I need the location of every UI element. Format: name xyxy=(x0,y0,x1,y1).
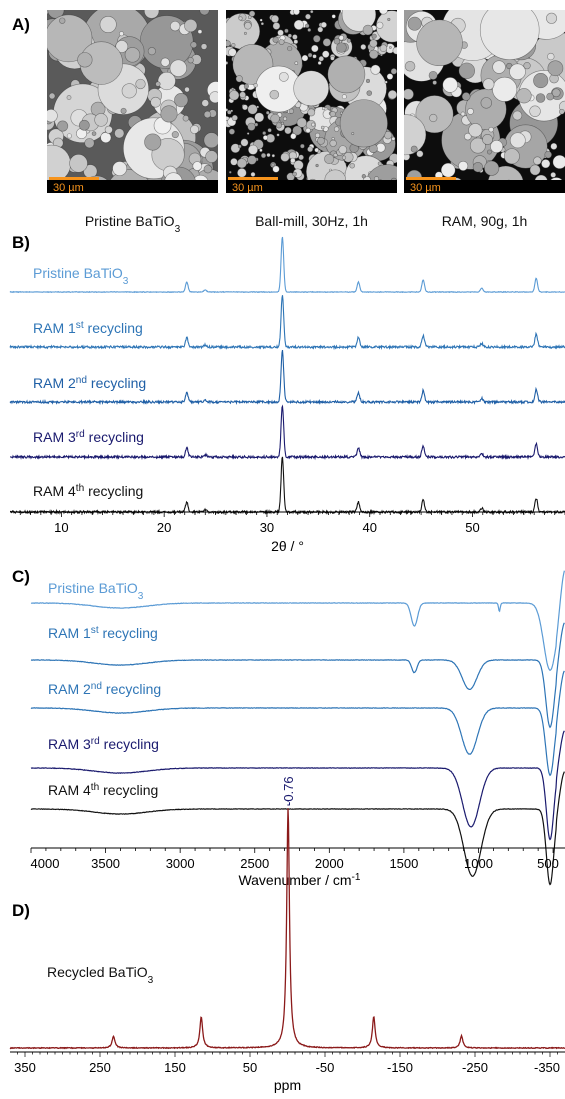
scale-bar-label: 30 µm xyxy=(410,182,441,194)
sem-image-3: 30 µm xyxy=(404,10,565,194)
ir-series-label-4: RAM 3rd recycling xyxy=(48,736,159,753)
scale-bar xyxy=(406,177,456,180)
nmr-tick-label: -50 xyxy=(316,1060,335,1075)
xrd-tick-label: 20 xyxy=(157,520,171,535)
ir-tick-label: 500 xyxy=(537,856,559,871)
scale-bar xyxy=(49,177,99,180)
scale-bar xyxy=(228,177,278,180)
xrd-series-line-2 xyxy=(9,295,565,351)
sem-images: 30 µm 30 µm 30 µm xyxy=(47,10,565,194)
xrd-chart: Pristine BaTiO3 RAM 1st recycling RAM 2nd … xyxy=(9,236,565,554)
ir-series-line-1 xyxy=(30,570,565,672)
ir-tick-label: 2500 xyxy=(240,856,269,871)
ir-tick-label: 3500 xyxy=(91,856,120,871)
xrd-series-line-3 xyxy=(9,349,565,406)
nmr-tick-label: -350 xyxy=(534,1060,560,1075)
nmr-tick-label: 150 xyxy=(164,1060,186,1075)
ir-chart: Pristine BaTiO3 RAM 1st recycling RAM 2nd … xyxy=(30,570,565,889)
nmr-series-line xyxy=(9,808,565,1050)
panel-b-label: B) xyxy=(12,233,30,252)
xrd-tick-label: 50 xyxy=(465,520,479,535)
xrd-series-label-4: RAM 3rd recycling xyxy=(33,429,144,446)
ir-tick-label: 1500 xyxy=(389,856,418,871)
ir-tick-label: 2000 xyxy=(315,856,344,871)
ir-tick-label: 1000 xyxy=(464,856,493,871)
nmr-chart: Recycled BaTiO3 -0.76 350 250 150 50 -50 -150 -2… xyxy=(9,776,565,1093)
ir-series-line-2 xyxy=(30,622,565,729)
xrd-tick-label: 10 xyxy=(54,520,68,535)
xrd-series-label-2: RAM 1st recycling xyxy=(33,320,143,337)
xrd-tick-label: 40 xyxy=(362,520,376,535)
nmr-tick-label: 50 xyxy=(243,1060,257,1075)
ir-series-label-5: RAM 4th recycling xyxy=(48,782,158,799)
nmr-x-axis-label: ppm xyxy=(274,1077,301,1093)
ir-series-label-3: RAM 2nd recycling xyxy=(48,681,161,698)
ir-tick-label: 3000 xyxy=(166,856,195,871)
nmr-tick-label: 250 xyxy=(89,1060,111,1075)
ir-x-axis-label: Wavenumber / cm-1 xyxy=(238,872,360,889)
scale-bar-label: 30 µm xyxy=(53,182,84,194)
ir-series-line-4 xyxy=(30,730,565,841)
xrd-series-label-5: RAM 4th recycling xyxy=(33,483,143,500)
sem-image-2: 30 µm xyxy=(226,10,397,194)
sem-caption-3: RAM, 90g, 1h xyxy=(442,213,528,229)
nmr-tick-label: 350 xyxy=(14,1060,36,1075)
scale-bar-label: 30 µm xyxy=(232,182,263,194)
xrd-series-line-1 xyxy=(9,236,565,294)
ir-tick-label: 4000 xyxy=(31,856,60,871)
nmr-peak-annotation: -0.76 xyxy=(281,776,296,806)
xrd-series-label-3: RAM 2nd recycling xyxy=(33,375,146,392)
xrd-tick-label: 30 xyxy=(260,520,274,535)
ir-series-line-5 xyxy=(30,771,565,886)
sem-caption-1: Pristine BaTiO3 xyxy=(85,213,181,235)
sem-captions: Pristine BaTiO3 Ball-mill, 30Hz, 1h RAM, 9… xyxy=(85,213,527,235)
ir-series-label-2: RAM 1st recycling xyxy=(48,625,158,642)
xrd-series-label-1: Pristine BaTiO3 xyxy=(33,265,129,287)
panel-c-label: C) xyxy=(12,567,30,586)
xrd-x-axis-label: 2θ / ° xyxy=(271,538,304,554)
nmr-series-label: Recycled BaTiO3 xyxy=(47,964,154,986)
panel-a-label: A) xyxy=(12,15,30,34)
sem-caption-2: Ball-mill, 30Hz, 1h xyxy=(255,213,368,229)
sem-image-1: 30 µm xyxy=(47,10,218,194)
ir-series-line-3 xyxy=(30,670,565,777)
ir-series-label-1: Pristine BaTiO3 xyxy=(48,580,144,602)
xrd-series-line-4 xyxy=(10,404,565,461)
nmr-tick-label: -250 xyxy=(462,1060,488,1075)
panel-d-label: D) xyxy=(12,901,30,920)
nmr-tick-label: -150 xyxy=(387,1060,413,1075)
